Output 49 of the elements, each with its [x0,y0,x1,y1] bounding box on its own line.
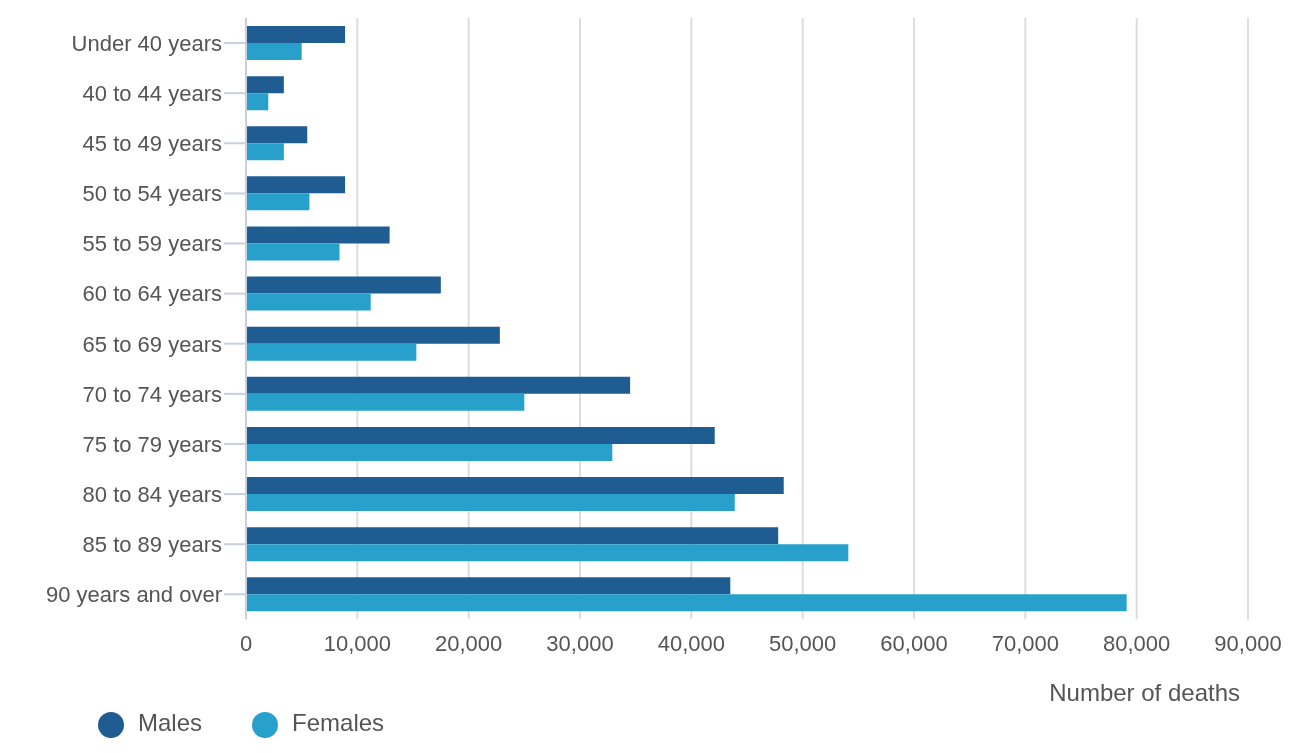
y-tick-label: 65 to 69 years [82,331,222,357]
bar [246,426,715,444]
bar [246,93,269,111]
bar [246,343,417,361]
x-axis-title: Number of deaths [1049,679,1240,707]
bar [246,477,784,495]
y-tick-label: 90 years and over [45,582,222,608]
bar [246,544,849,562]
x-tick-label: 30,000 [546,630,614,656]
bar [246,26,346,44]
legend-label: Females [292,709,385,737]
y-tick-label: 40 to 44 years [82,80,222,106]
bar [246,143,284,161]
y-tick-label: 45 to 49 years [82,131,222,157]
x-tick-label: 90,000 [1214,630,1282,656]
y-tick-label: 60 to 64 years [82,281,222,307]
x-tick-label: 40,000 [657,630,725,656]
y-tick-label: 70 to 74 years [82,381,222,407]
bar [246,226,390,244]
x-tick-label: 50,000 [769,630,837,656]
bar [246,494,735,512]
bar [246,276,441,294]
y-tick-label: 55 to 59 years [82,231,222,257]
bar [246,293,371,311]
x-tick-label: 80,000 [1103,630,1171,656]
y-tick-label: 80 to 84 years [82,481,222,507]
y-tick-label: 50 to 54 years [82,181,222,207]
y-tick-label: Under 40 years [71,30,222,56]
bar [246,126,308,144]
bar [246,193,310,211]
bar [246,594,1127,612]
x-tick-label: 20,000 [435,630,503,656]
bar [246,577,731,595]
bar [246,243,340,261]
bar [246,326,500,344]
x-tick-label: 60,000 [880,630,948,656]
bar [246,43,302,61]
bar [246,443,613,461]
bar [246,393,525,411]
x-tick-label: 70,000 [991,630,1059,656]
x-tick-label: 10,000 [323,630,391,656]
legend-label: Males [138,709,203,737]
y-tick-label: 75 to 79 years [82,431,222,457]
bar [246,176,346,194]
bar [246,527,779,545]
bar [246,376,631,394]
x-tick-label: 0 [239,630,253,656]
bar [246,76,284,94]
y-tick-label: 85 to 89 years [82,531,222,557]
